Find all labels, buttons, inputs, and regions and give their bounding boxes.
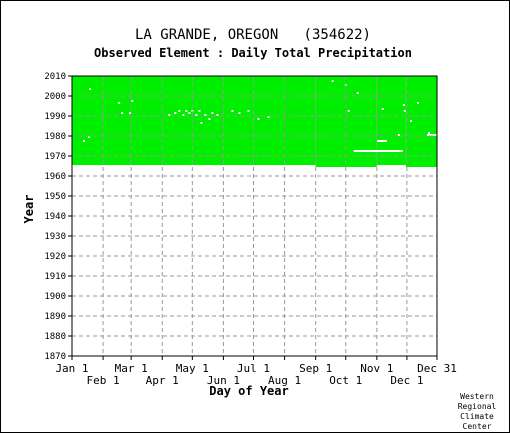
grid-layer [72, 76, 437, 356]
missing-point-21 [231, 110, 234, 112]
y-tick-label-1890: 1890 [44, 312, 66, 322]
missing-point-35 [397, 134, 400, 136]
missing-point-14 [195, 114, 198, 116]
missing-point-29 [347, 110, 350, 112]
y-tick-label-1930: 1930 [44, 232, 66, 242]
x-tick-label-upper: Nov 1 [360, 362, 393, 375]
y-tick-label-1990: 1990 [44, 112, 66, 122]
missing-point-19 [211, 112, 214, 114]
x-tick-label-upper: Sep 1 [299, 362, 332, 375]
x-tick-label-lower: Jun 1 [207, 374, 240, 387]
credit-line-4: Center [463, 422, 492, 431]
y-tick-label-1900: 1900 [44, 292, 66, 302]
credit-line-3: Climate [460, 412, 494, 421]
missing-point-15 [198, 110, 201, 112]
missing-point-12 [188, 112, 191, 114]
missing-point-25 [267, 116, 270, 118]
missing-point-22 [238, 112, 241, 114]
data-coverage-layer [72, 76, 437, 167]
missing-segment-1 [376, 140, 387, 142]
y-axis-label: Year [22, 195, 36, 224]
missing-point-1 [118, 102, 121, 104]
credit-line-2: Regional [458, 402, 497, 411]
missing-point-9 [178, 110, 181, 112]
x-tick-label-upper: May 1 [176, 362, 209, 375]
x-tick-label-lower: Aug 1 [268, 374, 301, 387]
y-tick-label-2000: 2000 [44, 92, 66, 102]
x-tick-label-lower: Apr 1 [146, 374, 179, 387]
x-tick-label-lower: Oct 1 [329, 374, 362, 387]
missing-point-2 [121, 112, 124, 114]
x-tick-label-lower: Dec 1 [390, 374, 423, 387]
x-tick-label-lower: Feb 1 [87, 374, 120, 387]
x-tick-label-upper: Jul 1 [237, 362, 270, 375]
coverage-segment-1 [315, 76, 377, 167]
missing-segment-0 [353, 150, 403, 152]
missing-point-30 [381, 108, 384, 110]
missing-point-11 [185, 110, 188, 112]
missing-point-26 [331, 80, 334, 82]
y-tick-label-2010: 2010 [44, 72, 66, 82]
x-axis-label: Day of Year [209, 384, 288, 398]
missing-point-5 [88, 136, 91, 138]
y-axis-ticks: 1870 1880 1890 1900 1910 1920 1930 1940 1950 1960… [44, 72, 72, 362]
x-tick-label-upper: Dec 31 [417, 362, 457, 375]
missing-point-10 [182, 114, 185, 116]
y-tick-label-1950: 1950 [44, 192, 66, 202]
missing-segment-2 [426, 134, 439, 136]
y-tick-label-1920: 1920 [44, 252, 66, 262]
credit-line-1: Western [460, 392, 494, 401]
x-tick-label-upper: Jan 1 [55, 362, 88, 375]
missing-point-7 [168, 114, 171, 116]
missing-point-32 [409, 120, 412, 122]
missing-point-17 [204, 114, 207, 116]
missing-point-0 [89, 88, 92, 90]
y-tick-label-1940: 1940 [44, 212, 66, 222]
missing-point-23 [247, 110, 250, 112]
y-tick-label-1870: 1870 [44, 352, 66, 362]
x-tick-label-upper: Mar 1 [115, 362, 148, 375]
y-tick-label-1910: 1910 [44, 272, 66, 282]
y-tick-label-1960: 1960 [44, 172, 66, 182]
missing-point-8 [174, 112, 177, 114]
missing-point-6 [83, 140, 86, 142]
missing-point-16 [200, 122, 203, 124]
missing-point-4 [129, 112, 132, 114]
x-axis-ticks: Jan 1 Mar 1 May 1 Jul 1 Sep 1 Nov 1 Dec 31 Feb … [55, 356, 457, 387]
missing-point-24 [257, 118, 260, 120]
credit-block: Western Regional Climate Center [458, 392, 497, 431]
y-tick-label-1970: 1970 [44, 152, 66, 162]
missing-point-36 [427, 132, 430, 134]
missing-point-3 [131, 100, 134, 102]
chart-subtitle: Observed Element : Daily Total Precipita… [94, 46, 412, 60]
missing-point-34 [403, 110, 406, 112]
missing-point-28 [356, 92, 359, 94]
y-tick-label-1880: 1880 [44, 332, 66, 342]
missing-point-18 [208, 118, 211, 120]
chart-title: LA GRANDE, OREGON (354622) [135, 27, 371, 43]
missing-point-33 [416, 102, 419, 104]
coverage-segment-0 [72, 76, 316, 165]
missing-point-31 [402, 104, 405, 106]
y-tick-label-1980: 1980 [44, 132, 66, 142]
missing-point-20 [216, 114, 219, 116]
